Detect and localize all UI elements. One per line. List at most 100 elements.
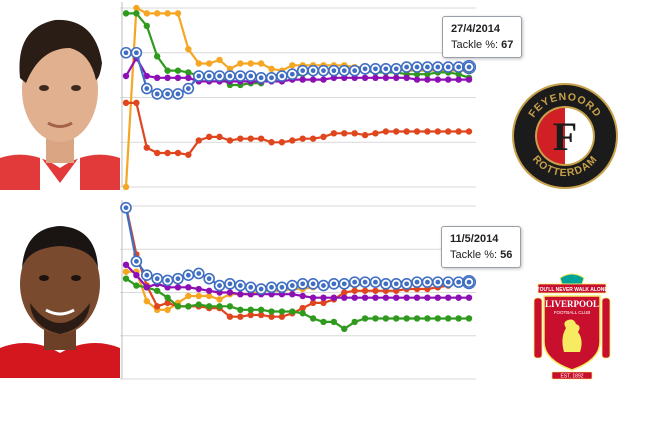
data-point[interactable] (393, 294, 400, 301)
data-point[interactable] (309, 315, 317, 322)
data-point[interactable] (164, 149, 171, 157)
data-point[interactable] (122, 10, 130, 17)
data-point[interactable] (361, 315, 369, 322)
data-point[interactable] (133, 4, 140, 12)
data-point[interactable] (143, 297, 150, 305)
data-point[interactable] (122, 99, 130, 107)
data-point[interactable] (216, 303, 223, 310)
data-point[interactable] (424, 315, 431, 322)
data-point[interactable] (455, 294, 462, 301)
data-point[interactable] (289, 137, 296, 144)
data-point[interactable] (247, 311, 254, 319)
data-point[interactable] (309, 299, 317, 307)
data-point[interactable] (403, 74, 410, 82)
data-point[interactable] (455, 76, 462, 83)
data-point[interactable] (143, 22, 150, 30)
data-point[interactable] (268, 313, 275, 320)
data-point[interactable] (320, 76, 327, 83)
data-point[interactable] (185, 303, 192, 310)
data-point[interactable] (465, 128, 473, 135)
data-point[interactable] (382, 128, 390, 135)
data-point[interactable] (382, 74, 390, 82)
data-point[interactable] (268, 139, 275, 146)
data-point[interactable] (185, 69, 192, 76)
data-point[interactable] (153, 53, 161, 60)
data-point[interactable] (445, 294, 452, 301)
data-point[interactable] (216, 296, 223, 303)
data-point[interactable] (455, 315, 462, 322)
data-point[interactable] (299, 76, 306, 83)
data-point[interactable] (195, 137, 202, 144)
data-point[interactable] (257, 135, 265, 142)
data-point[interactable] (153, 74, 161, 82)
data-point[interactable] (434, 294, 442, 301)
data-point[interactable] (153, 287, 161, 294)
data-point[interactable] (351, 294, 358, 301)
data-point[interactable] (122, 261, 130, 269)
data-point[interactable] (455, 128, 462, 135)
data-point[interactable] (320, 133, 327, 141)
data-point[interactable] (351, 287, 358, 294)
data-point[interactable] (133, 272, 140, 279)
data-point[interactable] (413, 294, 421, 301)
data-point[interactable] (174, 74, 182, 82)
data-point[interactable] (237, 291, 244, 298)
data-point[interactable] (237, 313, 244, 320)
data-point[interactable] (122, 268, 130, 275)
data-point[interactable] (205, 133, 213, 141)
data-point[interactable] (278, 308, 286, 315)
data-point[interactable] (205, 292, 213, 300)
data-point[interactable] (424, 294, 431, 301)
data-point[interactable] (164, 67, 171, 74)
data-point[interactable] (341, 130, 348, 137)
data-point[interactable] (247, 60, 254, 67)
data-point[interactable] (299, 304, 306, 312)
data-point[interactable] (122, 72, 130, 80)
data-point[interactable] (226, 289, 234, 296)
data-point[interactable] (434, 76, 442, 83)
data-point[interactable] (403, 315, 410, 322)
data-point[interactable] (185, 151, 192, 158)
data-point[interactable] (403, 294, 410, 301)
data-point[interactable] (465, 315, 473, 322)
data-point[interactable] (289, 62, 296, 69)
data-point[interactable] (185, 284, 192, 291)
data-point[interactable] (257, 311, 265, 319)
data-point[interactable] (299, 135, 306, 142)
data-point[interactable] (122, 275, 130, 282)
data-point[interactable] (299, 310, 306, 317)
data-point[interactable] (268, 308, 275, 315)
data-point[interactable] (465, 294, 473, 301)
data-point[interactable] (226, 313, 234, 320)
data-point[interactable] (320, 294, 327, 301)
data-point[interactable] (164, 74, 171, 82)
data-point[interactable] (174, 149, 182, 157)
data-point[interactable] (278, 139, 286, 146)
data-point[interactable] (195, 60, 202, 67)
data-point[interactable] (372, 287, 379, 294)
data-point[interactable] (413, 76, 421, 83)
data-point[interactable] (361, 74, 369, 82)
data-point[interactable] (195, 301, 202, 308)
data-point[interactable] (413, 315, 421, 322)
data-point[interactable] (237, 60, 244, 67)
data-point[interactable] (122, 183, 130, 190)
data-point[interactable] (185, 45, 192, 53)
data-point[interactable] (278, 313, 286, 320)
data-point[interactable] (164, 10, 171, 17)
data-point[interactable] (372, 294, 379, 301)
data-point[interactable] (174, 67, 182, 74)
data-point[interactable] (445, 128, 452, 135)
data-point[interactable] (143, 72, 150, 80)
data-point[interactable] (237, 306, 244, 313)
data-point[interactable] (351, 318, 358, 326)
data-point[interactable] (195, 285, 202, 293)
data-point[interactable] (133, 282, 140, 289)
data-point[interactable] (361, 131, 369, 139)
data-point[interactable] (361, 294, 369, 301)
data-point[interactable] (205, 60, 213, 67)
data-point[interactable] (320, 318, 327, 326)
data-point[interactable] (153, 303, 161, 310)
data-point[interactable] (153, 149, 161, 157)
data-point[interactable] (185, 74, 192, 82)
